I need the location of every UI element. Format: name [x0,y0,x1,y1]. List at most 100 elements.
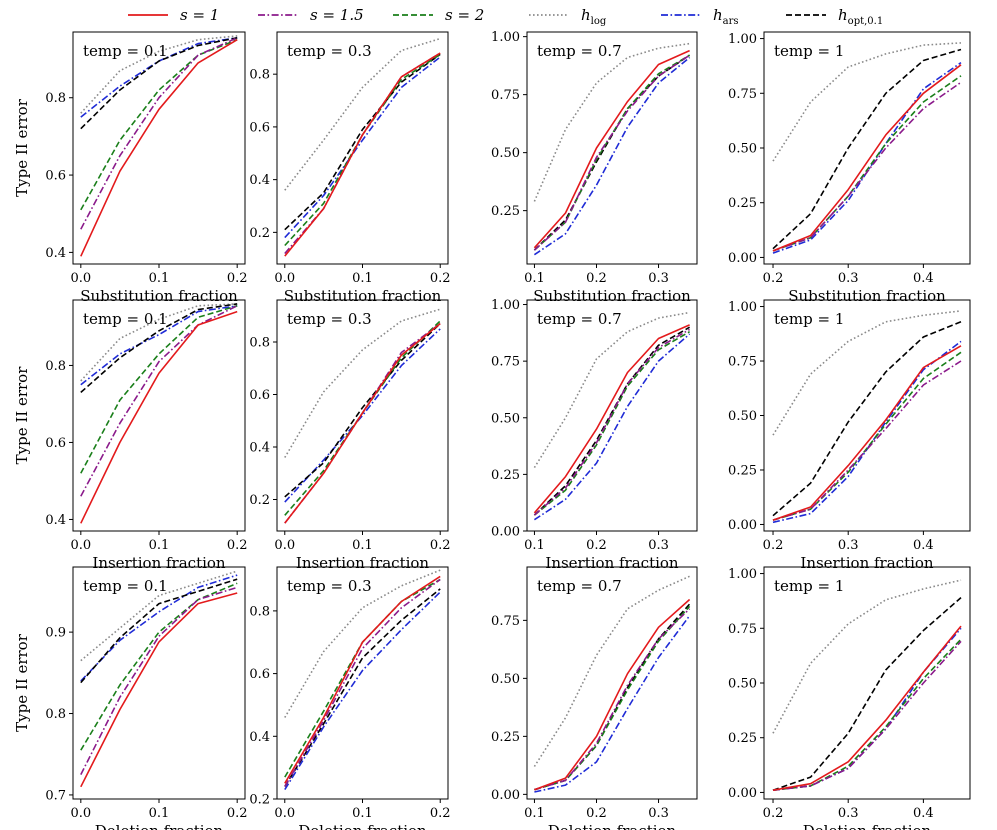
x-tick-label: 0.0 [274,271,295,286]
y-tick-label: 0.75 [491,355,520,370]
y-tick-label: 0.25 [728,731,757,746]
y-tick-label: 0.2 [249,493,270,508]
y-tick-label: 0.6 [45,436,66,451]
series-line-hopt [533,326,691,516]
y-tick-label: 0.8 [45,707,66,722]
series-line-s1 [80,310,238,524]
x-tick-label: 0.2 [227,806,248,821]
legend-label-hars: hars [713,6,739,27]
y-tick-label: 0.2 [249,226,270,241]
y-tick-label: 0.25 [491,730,520,745]
x-tick-label: 0.3 [838,806,859,821]
panel-1-4: 0.2 0.3 0.4 0.00 0.25 0.50 0.75 1.00 temp = 1 Sub… [728,31,971,305]
series-line-s1 [284,322,441,524]
y-tick-label: 0.25 [491,468,520,483]
series-line-hlog [533,311,690,469]
series-line-hlog [772,42,962,162]
y-tick-label: 0.00 [728,251,757,266]
x-tick-label: 0.4 [913,806,934,821]
panel-2-1: 0.0 0.1 0.2 0.4 0.6 0.8 temp = 0.1 Insertion fr… [13,299,248,572]
y-axis-label: Type II error [13,98,31,197]
panel-1-3: 0.1 0.2 0.3 0.25 0.50 0.75 1.00 temp = 0.7 Subst… [491,30,698,305]
panel-2-3: 0.1 0.2 0.3 0.00 0.25 0.50 0.75 1.00 temp = 0.7 I… [491,298,698,572]
legend-label-s15: s = 1.5 [310,6,364,24]
y-tick-label: 0.50 [491,146,520,161]
series-line-s2 [534,605,691,791]
series-line-hars [80,305,238,386]
y-tick-label: 1.00 [728,567,757,582]
x-tick-label: 0.3 [648,538,669,553]
panel-title: temp = 0.1 [83,577,168,595]
series-line-hlog [284,37,441,191]
x-tick-label: 0.2 [586,806,607,821]
panel-title: temp = 1 [774,577,844,595]
y-tick-label: 0.50 [491,672,520,687]
x-tick-label: 0.3 [648,271,669,286]
y-tick-label: 0.75 [728,355,757,370]
series-line-hars [533,333,691,521]
panel-3-2: 0.0 0.1 0.2 0.2 0.4 0.6 0.8 temp = 0.3 Deletion … [249,566,451,830]
series-line-s15 [284,52,441,255]
y-tick-label: 0.6 [249,120,270,135]
x-axis-label: Substitution fraction [788,287,946,305]
series-line-s1 [80,592,238,788]
series-line-s2 [772,351,962,521]
y-axis-label: Type II error [13,366,31,465]
series-line-s15 [80,305,238,497]
panel-3-3: 0.1 0.2 0.3 0.00 0.25 0.50 0.75 temp = 0.7 Delet… [491,566,698,830]
panel-1-2: 0.0 0.1 0.2 0.2 0.4 0.6 0.8 temp = 0.3 Substitut… [249,31,451,305]
series-line-s2 [533,331,691,516]
series-line-s15 [772,360,962,521]
x-tick-label: 0.0 [274,806,295,821]
series-line-s15 [533,54,691,251]
panel-title: temp = 0.7 [537,42,622,60]
series-line-s2 [80,582,238,751]
panel-2-2: 0.0 0.1 0.2 0.2 0.4 0.6 0.8 temp = 0.3 Insertion… [249,299,451,572]
y-tick-label: 0.6 [249,667,270,682]
x-tick-label: 0.2 [430,271,451,286]
panel-title: temp = 1 [774,42,844,60]
series-line-hars [534,615,691,793]
panel-2-4: 0.2 0.3 0.4 0.00 0.25 0.50 0.75 1.00 temp = 1 Ins… [728,299,971,572]
plot-frame [763,566,971,800]
y-tick-label: 0.50 [491,411,520,426]
x-tick-label: 0.1 [524,806,545,821]
x-tick-label: 0.2 [430,538,451,553]
series-line-s15 [80,37,238,230]
y-tick-label: 0.50 [728,409,757,424]
series-line-s1 [284,575,441,784]
legend-subscript-hars: ars [723,16,739,27]
series-line-s2 [80,305,238,474]
series-line-s2 [80,38,238,211]
y-tick-label: 1.00 [728,32,757,47]
y-tick-label: 0.9 [45,626,66,641]
series-line-s15 [772,81,962,252]
plot-frame [72,566,246,800]
x-tick-label: 0.1 [352,538,373,553]
y-tick-label: 0.7 [45,788,66,803]
y-tick-label: 0.4 [249,730,270,745]
x-tick-label: 0.3 [838,271,859,286]
series-line-hars [772,627,962,791]
x-tick-label: 0.1 [524,538,545,553]
x-tick-label: 0.2 [586,538,607,553]
legend-label-hopt: hopt,0.1 [838,6,883,27]
panel-title: temp = 0.7 [537,577,622,595]
series-line-hlog [772,310,962,436]
panel-3-1: 0.0 0.1 0.2 0.7 0.8 0.9 temp = 0.1 Deletion fra… [13,566,248,830]
y-tick-label: 0.8 [45,91,66,106]
y-tick-label: 1.00 [491,298,520,313]
panel-3-4: 0.2 0.3 0.4 0.00 0.25 0.50 0.75 1.00 temp = 1 Del… [728,566,971,830]
y-tick-label: 0.8 [249,68,270,83]
y-tick-label: 0.75 [491,88,520,103]
series-line-hars [772,340,962,524]
y-tick-label: 0.75 [728,87,757,102]
series-line-hars [284,328,441,503]
y-tick-label: 0.4 [45,246,66,261]
series-line-s1 [534,598,691,791]
x-axis-label: Insertion fraction [545,554,679,572]
panel-title: temp = 0.1 [83,42,168,60]
y-tick-label: 0.8 [249,336,270,351]
legend-subscript-hopt: opt,0.1 [848,16,884,27]
x-axis-label: Insertion fraction [92,554,226,572]
